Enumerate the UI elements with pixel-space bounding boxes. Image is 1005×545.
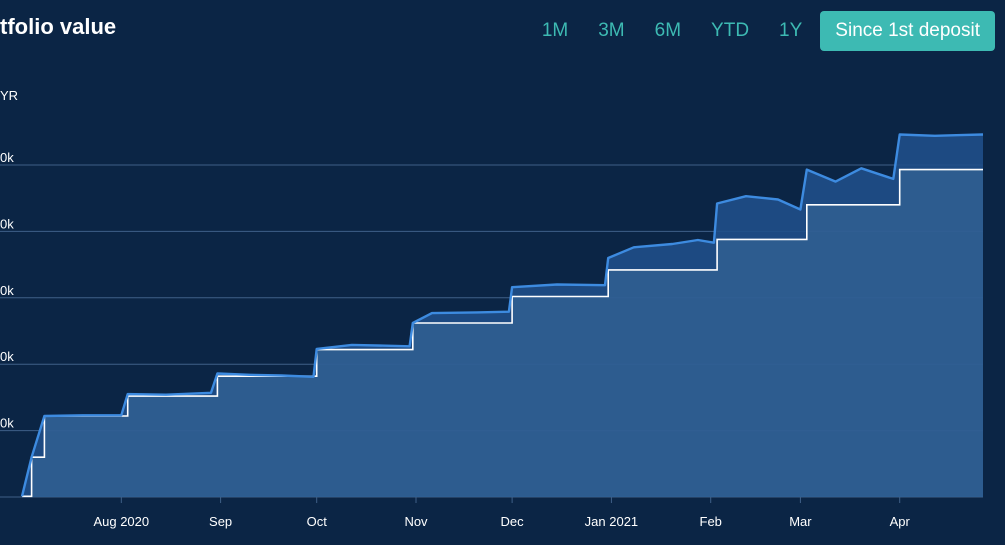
page-title: tfolio value xyxy=(0,14,117,39)
range-1m-button[interactable]: 1M xyxy=(541,20,569,41)
x-tick-label: Aug 2020 xyxy=(93,514,149,529)
range-3m-button[interactable]: 3M xyxy=(598,20,625,41)
x-tick-label: Jan 2021 xyxy=(585,514,639,529)
x-tick-label: Mar xyxy=(789,514,812,529)
gain-band xyxy=(22,134,983,497)
range-1y-button[interactable]: 1Y xyxy=(779,20,803,41)
value-line xyxy=(20,133,984,497)
range-since-first-deposit-button[interactable]: Since 1st deposit xyxy=(820,11,995,51)
y-tick-label: 0k xyxy=(0,283,14,298)
y-tick-label: 0k xyxy=(0,416,14,431)
x-tick-label: Oct xyxy=(307,514,328,529)
range-ytd-button[interactable]: YTD xyxy=(711,20,750,41)
x-tick-label: Feb xyxy=(700,514,722,529)
range-6m-button[interactable]: 6M xyxy=(654,20,682,41)
x-tick-label: Nov xyxy=(404,514,428,529)
y-tick-label: 0k xyxy=(0,150,14,165)
deposits-area xyxy=(22,169,983,497)
x-tick-label: Apr xyxy=(890,514,911,529)
y-axis-unit-label: YR xyxy=(0,88,19,103)
deposits-line xyxy=(22,168,983,498)
x-tick-label: Dec xyxy=(501,514,525,529)
y-tick-label: 0k xyxy=(0,349,14,364)
range-selector: 1M 3M 6M YTD 1Y Since 1st deposit xyxy=(526,11,995,51)
y-tick-label: 0k xyxy=(0,216,14,231)
x-tick-label: Sep xyxy=(209,514,232,529)
